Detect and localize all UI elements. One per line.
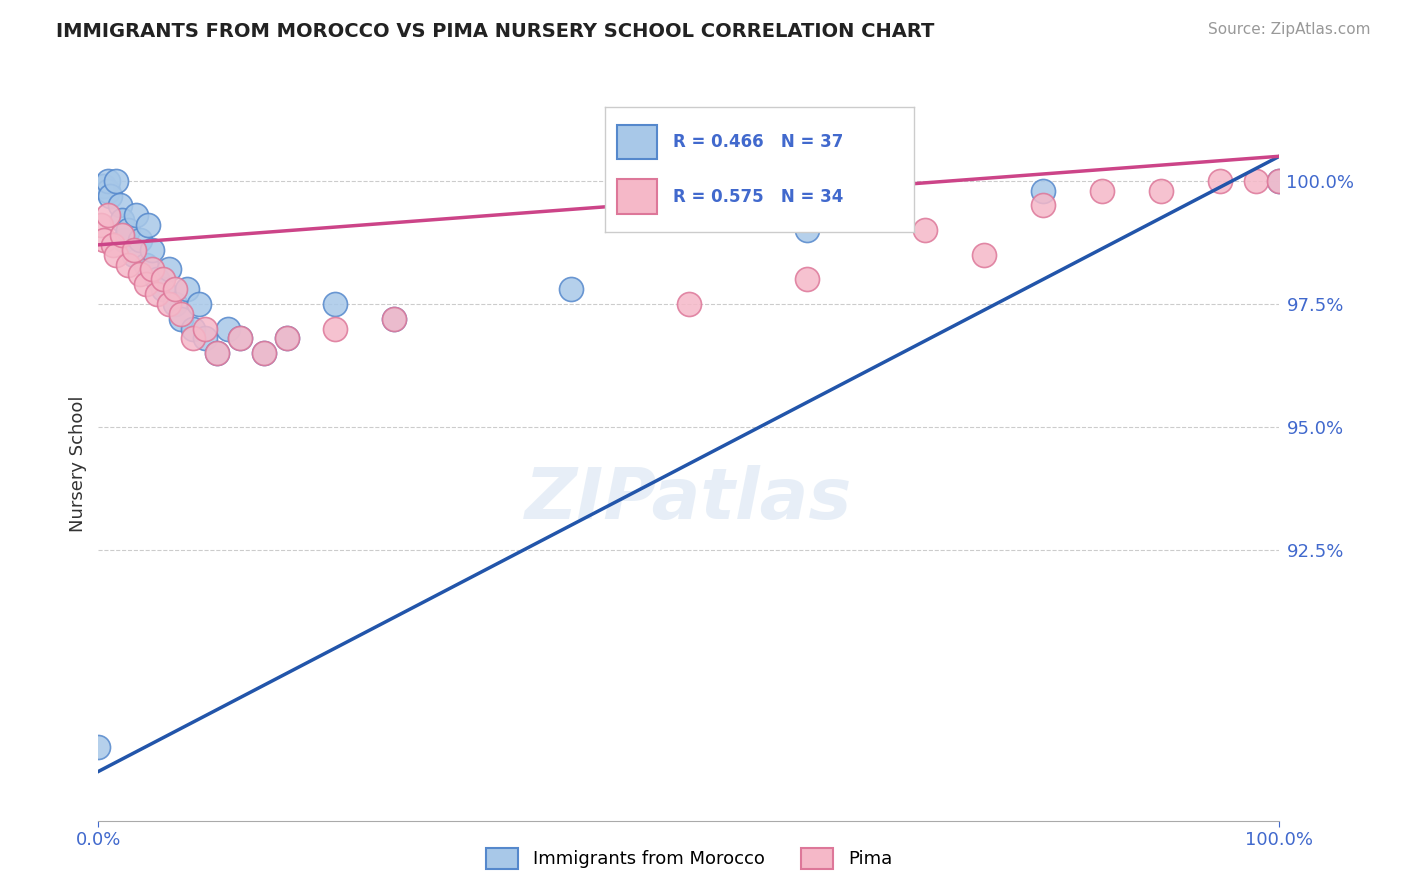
Point bbox=[128, 233, 150, 247]
Point bbox=[229, 331, 252, 345]
Point bbox=[97, 184, 120, 198]
Point bbox=[98, 188, 121, 202]
Point bbox=[323, 321, 346, 335]
Point bbox=[253, 346, 276, 360]
FancyBboxPatch shape bbox=[617, 179, 657, 214]
Point bbox=[217, 321, 239, 335]
Point bbox=[170, 311, 193, 326]
Point bbox=[194, 331, 217, 345]
Point bbox=[146, 287, 169, 301]
Point bbox=[141, 243, 163, 257]
Point bbox=[382, 311, 405, 326]
Point bbox=[117, 258, 139, 272]
Point bbox=[108, 198, 131, 212]
Point bbox=[157, 262, 180, 277]
Point bbox=[1268, 174, 1291, 188]
Text: R = 0.466   N = 37: R = 0.466 N = 37 bbox=[672, 133, 844, 151]
Point bbox=[112, 233, 135, 247]
Point bbox=[105, 248, 128, 262]
Point bbox=[973, 248, 995, 262]
Point bbox=[1032, 184, 1054, 198]
Point bbox=[165, 297, 187, 311]
Point bbox=[914, 223, 936, 237]
Point bbox=[135, 277, 157, 292]
Point bbox=[187, 297, 209, 311]
Point bbox=[1209, 174, 1232, 188]
Point bbox=[125, 208, 148, 222]
Point bbox=[796, 272, 818, 286]
Point bbox=[97, 174, 120, 188]
Point bbox=[93, 233, 115, 247]
Point bbox=[157, 297, 180, 311]
Point bbox=[90, 218, 112, 232]
Point bbox=[323, 297, 346, 311]
Point bbox=[128, 268, 150, 282]
Y-axis label: Nursery School: Nursery School bbox=[69, 395, 87, 533]
Point bbox=[560, 282, 582, 296]
Point bbox=[276, 331, 298, 345]
Point bbox=[1268, 174, 1291, 188]
Point bbox=[111, 227, 134, 242]
Point bbox=[229, 331, 252, 345]
Point bbox=[135, 258, 157, 272]
Point bbox=[93, 178, 115, 193]
Point bbox=[117, 223, 139, 237]
Point bbox=[796, 223, 818, 237]
Point bbox=[205, 346, 228, 360]
Point bbox=[101, 237, 124, 252]
Point bbox=[136, 218, 159, 232]
Point bbox=[122, 243, 145, 257]
Point bbox=[152, 282, 174, 296]
Point bbox=[141, 262, 163, 277]
Point bbox=[87, 739, 110, 754]
Point bbox=[1150, 184, 1173, 198]
Point bbox=[176, 282, 198, 296]
Point bbox=[1091, 184, 1114, 198]
Text: Source: ZipAtlas.com: Source: ZipAtlas.com bbox=[1208, 22, 1371, 37]
Point bbox=[122, 248, 145, 262]
Text: IMMIGRANTS FROM MOROCCO VS PIMA NURSERY SCHOOL CORRELATION CHART: IMMIGRANTS FROM MOROCCO VS PIMA NURSERY … bbox=[56, 22, 935, 41]
Point bbox=[170, 307, 193, 321]
FancyBboxPatch shape bbox=[617, 125, 657, 160]
Point bbox=[152, 272, 174, 286]
Point bbox=[146, 272, 169, 286]
Point bbox=[276, 331, 298, 345]
Point bbox=[91, 178, 114, 193]
Point bbox=[194, 321, 217, 335]
Point bbox=[1032, 198, 1054, 212]
Point bbox=[181, 321, 204, 335]
Legend: Immigrants from Morocco, Pima: Immigrants from Morocco, Pima bbox=[478, 840, 900, 876]
Point bbox=[205, 346, 228, 360]
Point bbox=[253, 346, 276, 360]
Point bbox=[382, 311, 405, 326]
Text: ZIPatlas: ZIPatlas bbox=[526, 465, 852, 534]
Point bbox=[1244, 174, 1267, 188]
Text: R = 0.575   N = 34: R = 0.575 N = 34 bbox=[672, 188, 844, 206]
Point bbox=[181, 331, 204, 345]
Point bbox=[111, 213, 134, 227]
Point bbox=[165, 282, 187, 296]
Point bbox=[105, 174, 128, 188]
Point bbox=[97, 208, 120, 222]
Point bbox=[678, 297, 700, 311]
